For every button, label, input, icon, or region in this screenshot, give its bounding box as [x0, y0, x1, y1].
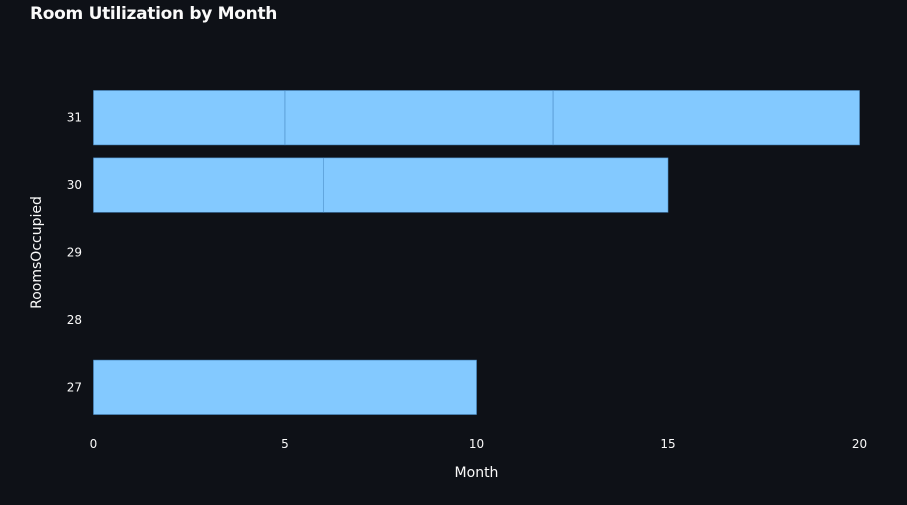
bar-segment[interactable]	[93, 90, 286, 146]
y-axis-ticks: 27 28 29 30 31	[67, 111, 82, 395]
y-axis-title: RoomsOccupied	[29, 196, 45, 309]
y-tick-label: 31	[67, 111, 82, 125]
x-tick-label: 10	[469, 437, 484, 451]
bar-segment[interactable]	[93, 359, 477, 415]
x-tick-label: 20	[852, 437, 867, 451]
chart-title: Room Utilization by Month	[30, 4, 278, 24]
bar-segment[interactable]	[284, 90, 554, 146]
x-tick-label: 0	[90, 437, 98, 451]
y-tick-label: 29	[67, 246, 82, 260]
x-tick-label: 15	[660, 437, 675, 451]
x-tick-label: 5	[281, 437, 289, 451]
x-axis-ticks: 0 5 10 15 20	[90, 437, 867, 451]
bars-group	[93, 90, 860, 415]
x-axis-title: Month	[455, 465, 499, 481]
bar-segment[interactable]	[552, 90, 860, 146]
bar-segment[interactable]	[93, 157, 324, 213]
y-tick-label: 30	[67, 178, 82, 192]
bar-segment[interactable]	[322, 157, 669, 213]
y-tick-label: 28	[67, 313, 82, 327]
y-tick-label: 27	[67, 380, 82, 394]
